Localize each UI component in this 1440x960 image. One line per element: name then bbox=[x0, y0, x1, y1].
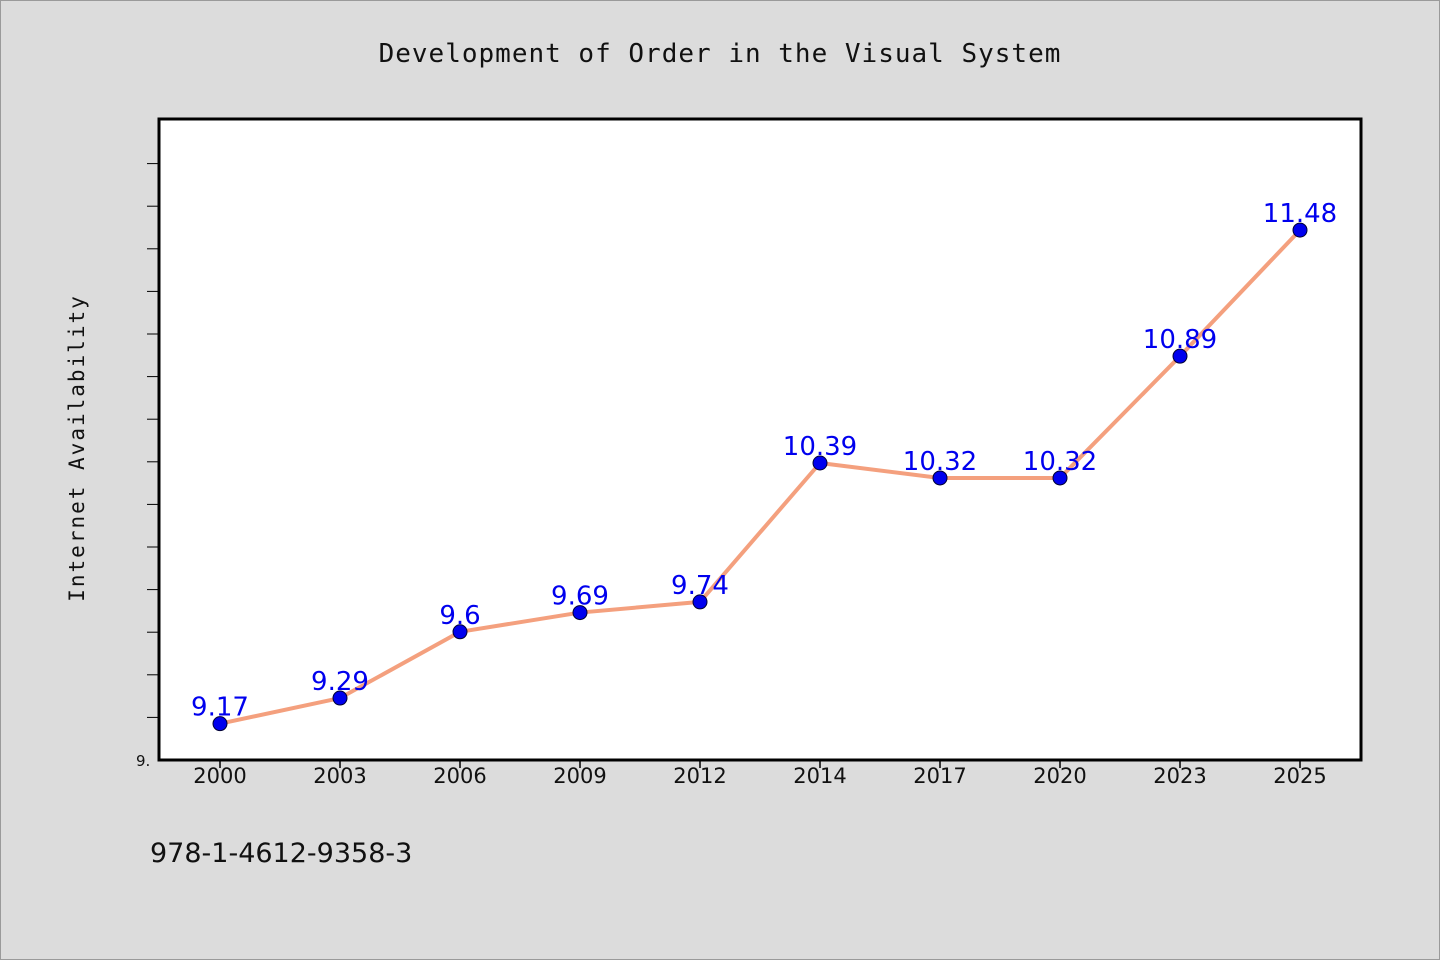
y-axis-label: Internet Availability bbox=[65, 294, 89, 602]
data-point bbox=[812, 455, 828, 471]
data-point bbox=[692, 594, 708, 610]
data-label: 9.69 bbox=[551, 582, 609, 612]
x-tick-label: 2012 bbox=[673, 764, 726, 788]
data-point bbox=[1052, 470, 1068, 486]
x-tick-label: 2000 bbox=[193, 764, 246, 788]
data-point bbox=[572, 605, 588, 621]
x-tick-label: 2009 bbox=[553, 764, 606, 788]
data-label: 10.39 bbox=[783, 432, 857, 462]
data-label: 10.32 bbox=[1023, 447, 1097, 477]
x-tick-label: 2020 bbox=[1033, 764, 1086, 788]
x-tick-label: 2006 bbox=[433, 764, 486, 788]
x-tick-label: 2025 bbox=[1273, 764, 1326, 788]
x-tick-label: 2003 bbox=[313, 764, 366, 788]
data-point bbox=[452, 624, 468, 640]
data-label: 9.74 bbox=[671, 571, 729, 601]
data-label: 11.48 bbox=[1263, 199, 1337, 229]
x-tick-label: 2023 bbox=[1153, 764, 1206, 788]
y-tick-label: 9. bbox=[136, 752, 150, 770]
data-point bbox=[212, 716, 228, 732]
data-label: 9.29 bbox=[311, 667, 369, 697]
y-axis-ticks bbox=[147, 163, 159, 718]
x-tick-label: 2014 bbox=[793, 764, 846, 788]
data-label: 9.6 bbox=[439, 601, 480, 631]
x-axis-ticks: 2000 2003 2006 2009 2012 2014 2017 2020 2023 2025 bbox=[193, 760, 1327, 788]
data-point bbox=[332, 690, 348, 706]
data-point bbox=[932, 470, 948, 486]
footer-code: 978-1-4612-9358-3 bbox=[150, 838, 412, 869]
plot-area bbox=[157, 117, 1363, 762]
data-label: 9.17 bbox=[191, 693, 249, 723]
data-label: 10.32 bbox=[903, 447, 977, 477]
data-markers bbox=[212, 222, 1308, 732]
data-label: 10.89 bbox=[1143, 325, 1217, 355]
x-tick-label: 2017 bbox=[913, 764, 966, 788]
data-labels: 9.17 9.29 9.6 9.69 9.74 10.39 10.32 10.32 10.89 1… bbox=[191, 199, 1337, 723]
chart-title: Development of Order in the Visual Syste… bbox=[379, 39, 1062, 69]
data-point bbox=[1292, 222, 1308, 238]
series-line bbox=[219, 228, 1302, 726]
data-point bbox=[1172, 348, 1188, 364]
